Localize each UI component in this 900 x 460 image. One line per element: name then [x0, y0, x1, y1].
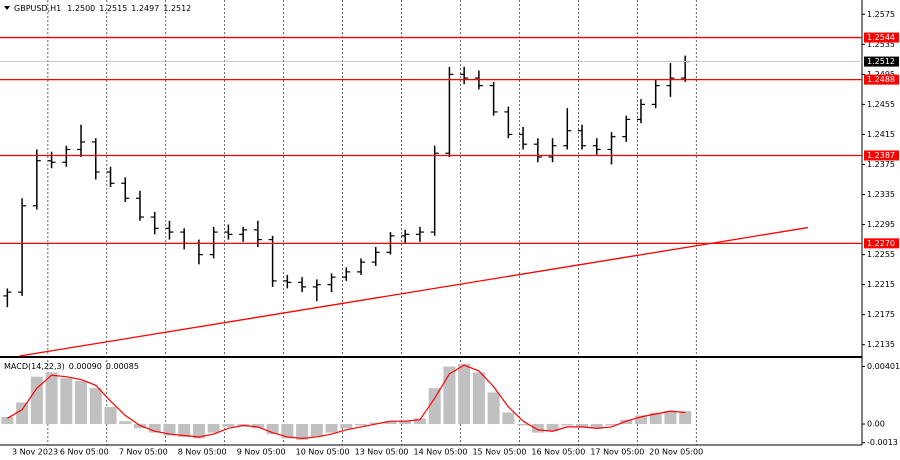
price-tick-label: 1.2495 — [867, 70, 895, 79]
level-label-box — [864, 150, 899, 161]
macd-histogram-bar — [104, 406, 117, 425]
macd-histogram-bar — [355, 424, 368, 426]
macd-histogram-bar — [546, 424, 559, 432]
level-label: 1.2488 — [867, 75, 895, 84]
macd-signal-line — [7, 364, 686, 439]
macd-histogram-bar — [472, 372, 485, 425]
macd-histogram-bar — [428, 388, 441, 425]
price-tick-label: 1.2255 — [867, 250, 895, 259]
macd-histogram-bar — [89, 388, 102, 425]
macd-histogram-bar — [384, 421, 397, 425]
time-tick-label: 15 Nov 05:00 — [472, 448, 526, 457]
price-tick-label: 1.2415 — [867, 130, 895, 139]
macd-tick-label: -0.0013 — [867, 438, 898, 447]
macd-histogram-bar — [119, 421, 132, 425]
macd-histogram-bar — [75, 380, 88, 425]
trend-line — [19, 226, 809, 357]
level-label-box — [864, 74, 899, 85]
macd-histogram-bar — [561, 424, 574, 426]
time-tick-label: 20 Nov 05:00 — [649, 448, 703, 457]
indicator-title: MACD(14,22,3) — [4, 362, 65, 371]
macd-histogram-bar — [517, 424, 530, 426]
macd-histogram-bar — [296, 424, 309, 440]
price-tick-label: 1.2335 — [867, 190, 895, 199]
macd-histogram-bar — [369, 422, 382, 425]
macd-histogram-bar — [679, 411, 692, 425]
macd-histogram-bar — [502, 412, 515, 425]
time-tick-label: 8 Nov 05:00 — [178, 448, 227, 457]
time-tick-label: 3 Nov 2023 — [12, 448, 58, 457]
indicator-value: 0.00085 — [106, 362, 139, 371]
macd-histogram-bar — [192, 424, 205, 439]
macd-histogram-bar — [178, 424, 191, 437]
macd-histogram-bar — [649, 412, 662, 425]
level-label: 1.2387 — [867, 151, 895, 160]
macd-histogram-bar — [487, 392, 500, 425]
symbol-menu-arrow[interactable] — [4, 6, 10, 10]
level-label-box — [864, 32, 899, 43]
macd-histogram-bar — [634, 415, 647, 425]
quote-value: 1.2497 — [131, 4, 159, 13]
macd-histogram-bar — [222, 424, 235, 427]
price-tick-label: 1.2215 — [867, 280, 895, 289]
macd-histogram-bar — [443, 366, 456, 425]
price-tick-label: 1.2455 — [867, 100, 895, 109]
time-tick-label: 16 Nov 05:00 — [531, 448, 585, 457]
indicator-value: 0.00090 — [69, 362, 102, 371]
macd-histogram-bar — [281, 424, 294, 439]
time-tick-label: 10 Nov 05:00 — [296, 448, 350, 457]
macd-histogram-bar — [310, 424, 323, 437]
current-price-label: 1.2512 — [867, 57, 895, 66]
level-label-box — [864, 238, 899, 249]
price-tick-label: 1.2535 — [867, 40, 895, 49]
macd-histogram-bar — [605, 424, 618, 426]
macd-histogram-bar — [60, 378, 73, 425]
current-price-box — [864, 56, 899, 67]
chart-header: GBPUSD,H1 1.2500 1.2515 1.2497 1.2512 — [14, 4, 191, 13]
macd-histogram-bar — [207, 424, 220, 433]
macd-histogram-bar — [531, 424, 544, 433]
macd-histogram-bar — [16, 402, 29, 425]
symbol-title: GBPUSD,H1 — [14, 4, 61, 13]
quote-value: 1.2515 — [99, 4, 127, 13]
time-tick-label: 17 Nov 05:00 — [590, 448, 644, 457]
price-tick-label: 1.2135 — [867, 340, 895, 349]
price-tick-label: 1.2175 — [867, 310, 895, 319]
macd-histogram-bar — [340, 424, 353, 429]
macd-histogram-bar — [45, 372, 58, 425]
macd-histogram-bar — [399, 421, 412, 425]
macd-histogram-bar — [413, 418, 426, 425]
time-tick-label: 14 Nov 05:00 — [414, 448, 468, 457]
macd-histogram-bar — [266, 424, 279, 435]
time-tick-label: 13 Nov 05:00 — [355, 448, 409, 457]
macd-histogram-bar — [458, 363, 471, 425]
macd-histogram-bar — [30, 376, 43, 425]
time-tick-label: 6 Nov 05:00 — [60, 448, 109, 457]
indicator-header: MACD(14,22,3) 0.00090 0.00085 — [4, 362, 139, 371]
macd-histogram-bar — [325, 424, 338, 433]
macd-tick-label: 0.00 — [867, 420, 885, 429]
macd-histogram-bar — [148, 424, 161, 433]
macd-histogram-bar — [163, 424, 176, 436]
macd-histogram-bar — [664, 411, 677, 425]
level-label: 1.2270 — [867, 239, 895, 248]
quote-value: 1.2500 — [67, 4, 95, 13]
macd-histogram-bar — [590, 424, 603, 429]
time-tick-label: 7 Nov 05:00 — [119, 448, 168, 457]
level-label: 1.2544 — [867, 33, 895, 42]
macd-histogram-bar — [133, 424, 146, 429]
price-tick-label: 1.2575 — [867, 10, 895, 19]
macd-histogram-bar — [237, 424, 250, 426]
time-tick-label: 9 Nov 05:00 — [237, 448, 286, 457]
macd-histogram-bar — [620, 419, 633, 425]
macd-histogram-bar — [251, 424, 264, 429]
price-tick-label: 1.2295 — [867, 220, 895, 229]
macd-tick-label: 0.00401 — [867, 362, 900, 371]
macd-histogram-bar — [576, 424, 589, 427]
price-tick-label: 1.2375 — [867, 160, 895, 169]
macd-histogram-bar — [1, 416, 14, 425]
quote-value: 1.2512 — [163, 4, 191, 13]
